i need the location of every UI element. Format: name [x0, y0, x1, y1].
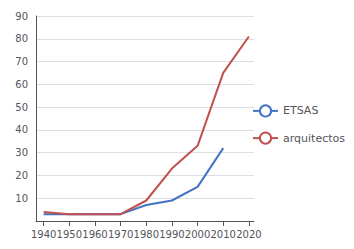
svg-text:1940: 1940 [31, 229, 56, 240]
svg-text:60: 60 [15, 79, 28, 90]
svg-text:1960: 1960 [82, 229, 107, 240]
svg-text:ETSAS: ETSAS [283, 104, 318, 117]
svg-text:2000: 2000 [185, 229, 210, 240]
svg-text:2020: 2020 [236, 229, 261, 240]
svg-text:40: 40 [15, 124, 28, 135]
svg-text:20: 20 [15, 170, 28, 181]
svg-text:1980: 1980 [134, 229, 159, 240]
svg-text:30: 30 [15, 147, 28, 158]
svg-text:1950: 1950 [57, 229, 82, 240]
svg-text:70: 70 [15, 56, 28, 67]
svg-text:80: 80 [15, 33, 28, 44]
svg-text:2010: 2010 [210, 229, 235, 240]
svg-text:90: 90 [15, 11, 28, 22]
svg-text:10: 10 [15, 193, 28, 204]
svg-text:arquitectos: arquitectos [283, 132, 345, 145]
svg-text:50: 50 [15, 102, 28, 113]
svg-text:1990: 1990 [159, 229, 184, 240]
svg-text:1970: 1970 [108, 229, 133, 240]
